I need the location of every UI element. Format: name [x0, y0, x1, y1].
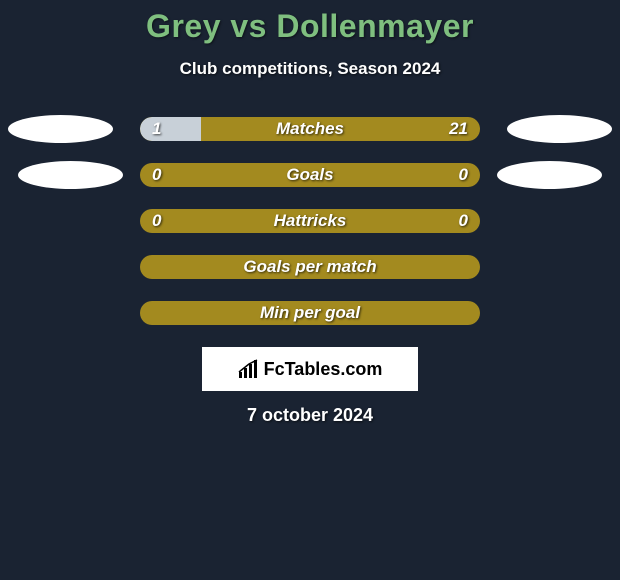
- stat-bar: [140, 163, 480, 187]
- stat-value-right: 0: [459, 209, 468, 233]
- right-oval: [507, 115, 612, 143]
- logo-box[interactable]: FcTables.com: [202, 347, 418, 391]
- stat-bar: [140, 301, 480, 325]
- stat-value-right: 21: [449, 117, 468, 141]
- chart-icon: [238, 359, 260, 379]
- stat-row: Hattricks00: [0, 209, 620, 233]
- page-title: Grey vs Dollenmayer: [0, 8, 620, 45]
- stat-bar: [140, 209, 480, 233]
- stat-value-right: 0: [459, 163, 468, 187]
- stat-row: Goals per match: [0, 255, 620, 279]
- stat-bar: [140, 117, 480, 141]
- subtitle: Club competitions, Season 2024: [0, 59, 620, 79]
- stat-row: Matches121: [0, 117, 620, 141]
- comparison-widget: Grey vs Dollenmayer Club competitions, S…: [0, 0, 620, 426]
- stat-bar: [140, 255, 480, 279]
- logo-text: FcTables.com: [264, 359, 383, 380]
- left-oval: [8, 115, 113, 143]
- right-oval: [497, 161, 602, 189]
- stat-value-left: 0: [152, 209, 161, 233]
- bar-segment-left: [140, 117, 201, 141]
- date: 7 october 2024: [0, 405, 620, 426]
- stat-value-left: 1: [152, 117, 161, 141]
- stat-value-left: 0: [152, 163, 161, 187]
- stat-row: Min per goal: [0, 301, 620, 325]
- left-oval: [18, 161, 123, 189]
- stat-row: Goals00: [0, 163, 620, 187]
- stat-rows: Matches121Goals00Hattricks00Goals per ma…: [0, 117, 620, 325]
